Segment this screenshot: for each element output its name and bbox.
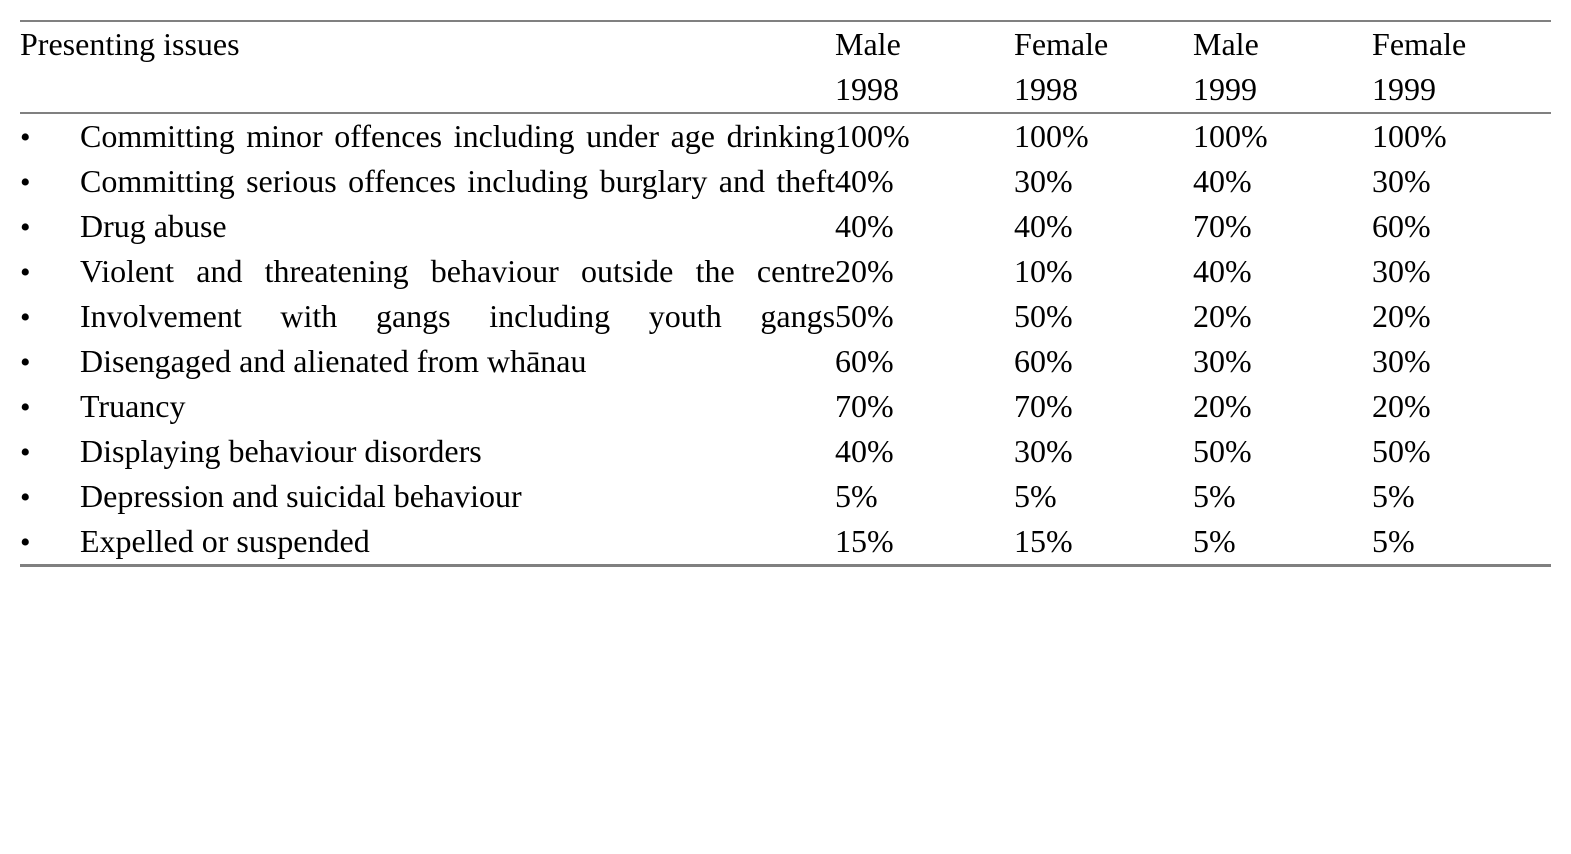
value-cell-m1999: 30% bbox=[1193, 339, 1372, 384]
value-cell-f1998: 15% bbox=[1014, 519, 1193, 566]
issue-cell: Involvement with gangs including youth g… bbox=[80, 294, 835, 339]
bullet-icon: • bbox=[20, 204, 80, 249]
table-header-row: Presenting issues Male 1998 Female 1998 … bbox=[20, 21, 1551, 113]
value-cell-m1998: 15% bbox=[835, 519, 1014, 566]
table-row: •Committing minor offences including und… bbox=[20, 113, 1551, 159]
issue-cell: Drug abuse bbox=[80, 204, 835, 249]
issue-cell: Displaying behaviour disorders bbox=[80, 429, 835, 474]
value-cell-m1998: 40% bbox=[835, 204, 1014, 249]
col-header-m1998: Male 1998 bbox=[835, 21, 1014, 113]
issue-cell: Committing serious offences including bu… bbox=[80, 159, 835, 204]
value-cell-f1999: 60% bbox=[1372, 204, 1551, 249]
col-header-m1999-l1: Male bbox=[1193, 26, 1259, 62]
value-cell-f1999: 100% bbox=[1372, 113, 1551, 159]
value-cell-m1999: 100% bbox=[1193, 113, 1372, 159]
value-cell-f1998: 50% bbox=[1014, 294, 1193, 339]
bullet-icon: • bbox=[20, 474, 80, 519]
bullet-icon: • bbox=[20, 384, 80, 429]
value-cell-m1998: 100% bbox=[835, 113, 1014, 159]
value-cell-f1998: 60% bbox=[1014, 339, 1193, 384]
value-cell-m1999: 20% bbox=[1193, 384, 1372, 429]
value-cell-m1999: 5% bbox=[1193, 519, 1372, 566]
col-header-m1998-l2: 1998 bbox=[835, 71, 899, 107]
col-header-issues-label: Presenting issues bbox=[20, 26, 240, 62]
value-cell-f1998: 5% bbox=[1014, 474, 1193, 519]
col-header-m1999: Male 1999 bbox=[1193, 21, 1372, 113]
col-header-f1998-l2: 1998 bbox=[1014, 71, 1078, 107]
col-header-f1999-l1: Female bbox=[1372, 26, 1466, 62]
value-cell-f1999: 5% bbox=[1372, 474, 1551, 519]
value-cell-f1998: 100% bbox=[1014, 113, 1193, 159]
table-body: •Committing minor offences including und… bbox=[20, 113, 1551, 566]
bullet-icon: • bbox=[20, 159, 80, 204]
value-cell-m1998: 40% bbox=[835, 159, 1014, 204]
value-cell-f1999: 30% bbox=[1372, 159, 1551, 204]
bullet-icon: • bbox=[20, 294, 80, 339]
value-cell-m1999: 5% bbox=[1193, 474, 1372, 519]
col-header-f1998: Female 1998 bbox=[1014, 21, 1193, 113]
col-header-f1999-l2: 1999 bbox=[1372, 71, 1436, 107]
value-cell-f1999: 50% bbox=[1372, 429, 1551, 474]
value-cell-m1999: 40% bbox=[1193, 159, 1372, 204]
col-header-m1998-l1: Male bbox=[835, 26, 901, 62]
table-row: •Drug abuse40%40%70%60% bbox=[20, 204, 1551, 249]
col-header-f1999: Female 1999 bbox=[1372, 21, 1551, 113]
value-cell-f1999: 20% bbox=[1372, 294, 1551, 339]
bullet-icon: • bbox=[20, 339, 80, 384]
presenting-issues-table: Presenting issues Male 1998 Female 1998 … bbox=[20, 20, 1551, 567]
table-row: •Committing serious offences including b… bbox=[20, 159, 1551, 204]
table-row: •Violent and threatening behaviour outsi… bbox=[20, 249, 1551, 294]
value-cell-m1999: 50% bbox=[1193, 429, 1372, 474]
value-cell-m1998: 40% bbox=[835, 429, 1014, 474]
table-row: •Depression and suicidal behaviour5%5%5%… bbox=[20, 474, 1551, 519]
bullet-icon: • bbox=[20, 519, 80, 566]
value-cell-m1999: 20% bbox=[1193, 294, 1372, 339]
value-cell-f1998: 30% bbox=[1014, 429, 1193, 474]
value-cell-f1999: 20% bbox=[1372, 384, 1551, 429]
table-row: •Displaying behaviour disorders40%30%50%… bbox=[20, 429, 1551, 474]
col-header-f1998-l1: Female bbox=[1014, 26, 1108, 62]
value-cell-m1998: 20% bbox=[835, 249, 1014, 294]
col-header-issues: Presenting issues bbox=[20, 21, 835, 113]
value-cell-m1998: 70% bbox=[835, 384, 1014, 429]
value-cell-m1998: 50% bbox=[835, 294, 1014, 339]
value-cell-m1999: 40% bbox=[1193, 249, 1372, 294]
value-cell-f1998: 70% bbox=[1014, 384, 1193, 429]
issue-cell: Violent and threatening behaviour outsid… bbox=[80, 249, 835, 294]
value-cell-f1998: 40% bbox=[1014, 204, 1193, 249]
table-row: •Expelled or suspended15%15%5%5% bbox=[20, 519, 1551, 566]
issue-cell: Disengaged and alienated from whānau bbox=[80, 339, 835, 384]
value-cell-f1999: 30% bbox=[1372, 249, 1551, 294]
value-cell-f1998: 10% bbox=[1014, 249, 1193, 294]
table-row: •Involvement with gangs including youth … bbox=[20, 294, 1551, 339]
issue-cell: Depression and suicidal behaviour bbox=[80, 474, 835, 519]
value-cell-m1998: 60% bbox=[835, 339, 1014, 384]
issue-cell: Truancy bbox=[80, 384, 835, 429]
issue-cell: Expelled or suspended bbox=[80, 519, 835, 566]
bullet-icon: • bbox=[20, 249, 80, 294]
value-cell-m1998: 5% bbox=[835, 474, 1014, 519]
value-cell-f1998: 30% bbox=[1014, 159, 1193, 204]
col-header-m1999-l2: 1999 bbox=[1193, 71, 1257, 107]
issue-cell: Committing minor offences including unde… bbox=[80, 113, 835, 159]
bullet-icon: • bbox=[20, 113, 80, 159]
table-row: •Disengaged and alienated from whānau60%… bbox=[20, 339, 1551, 384]
bullet-icon: • bbox=[20, 429, 80, 474]
value-cell-m1999: 70% bbox=[1193, 204, 1372, 249]
value-cell-f1999: 30% bbox=[1372, 339, 1551, 384]
value-cell-f1999: 5% bbox=[1372, 519, 1551, 566]
table-row: •Truancy70%70%20%20% bbox=[20, 384, 1551, 429]
